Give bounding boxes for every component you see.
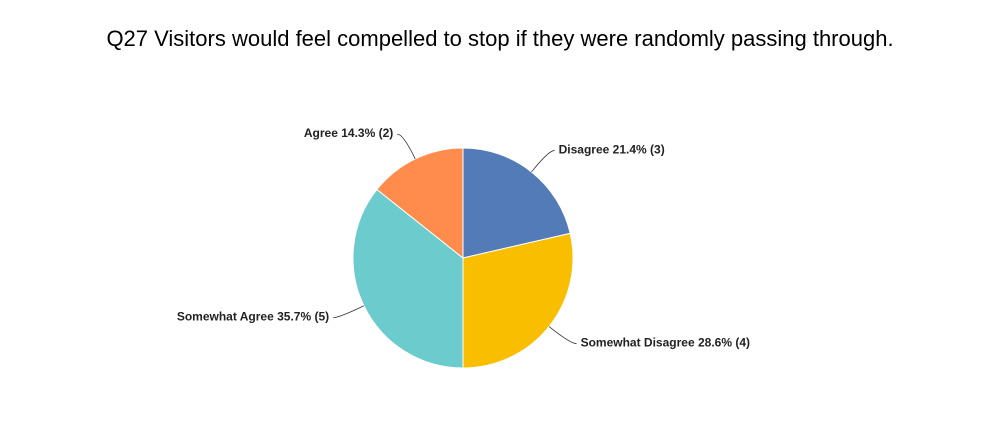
pie-slice xyxy=(462,232,574,369)
slice-label: Somewhat Disagree 28.6% (4) xyxy=(581,336,750,350)
pie-slice xyxy=(352,188,464,369)
category-label: Agree xyxy=(304,126,338,140)
chart-title: Q27 Visitors would feel compelled to sto… xyxy=(106,26,893,51)
category-label: Somewhat Agree xyxy=(177,310,274,324)
value-label: 14.3% (2) xyxy=(341,126,393,140)
category-label: Somewhat Disagree xyxy=(581,336,695,350)
leader-line xyxy=(333,305,365,319)
value-label: 28.6% (4) xyxy=(698,336,750,350)
slice-label: Agree 14.3% (2) xyxy=(304,126,393,140)
category-label: Disagree xyxy=(559,143,610,157)
leader-line xyxy=(531,150,555,173)
value-label: 21.4% (3) xyxy=(613,143,665,157)
value-label: 35.7% (5) xyxy=(277,310,329,324)
slice-label: Somewhat Agree 35.7% (5) xyxy=(177,310,329,324)
slice-label: Disagree 21.4% (3) xyxy=(559,143,665,157)
pie-slice xyxy=(462,147,571,259)
leader-line xyxy=(397,133,416,160)
leader-line xyxy=(548,326,577,345)
